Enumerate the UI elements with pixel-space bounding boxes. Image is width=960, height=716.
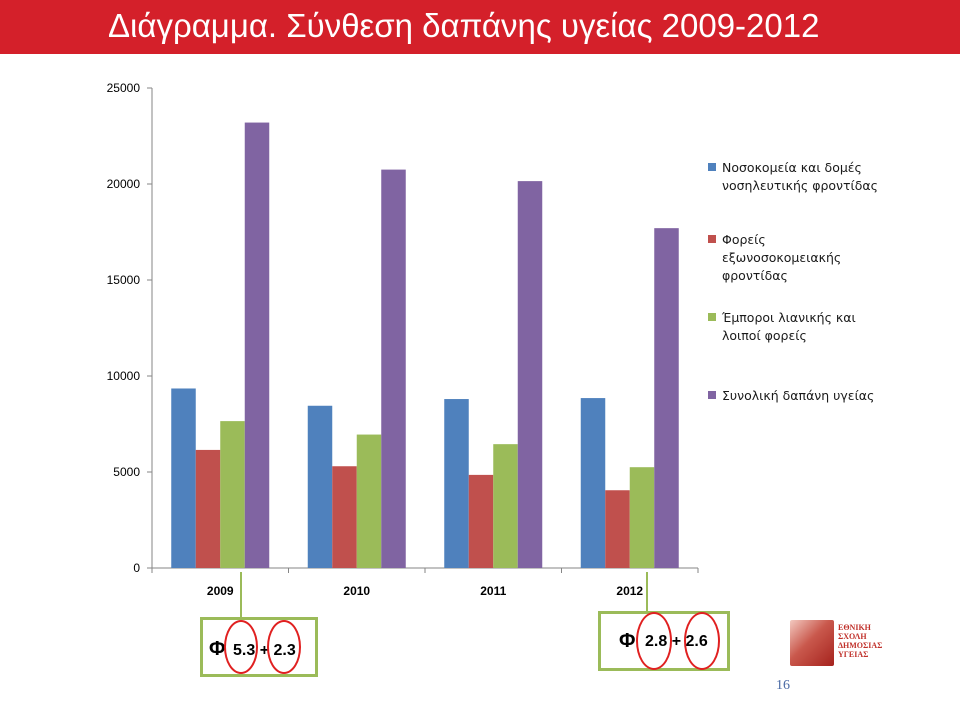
legend-label: λοιποί φορείς bbox=[722, 328, 807, 343]
legend-label: εξωνοσοκομειακής bbox=[722, 250, 841, 265]
bar-2012-series-2 bbox=[605, 490, 630, 568]
y-tick-label: 15000 bbox=[107, 273, 141, 287]
bar-2010-series-1 bbox=[307, 405, 333, 568]
legend-label: Συνολική δαπάνη υγείας bbox=[722, 388, 874, 403]
bar-2012-series-4 bbox=[654, 228, 679, 568]
left-annotation-symbol: Φ bbox=[209, 638, 226, 660]
right-annotation-symbol: Φ bbox=[619, 630, 636, 652]
bar-2009-series-2 bbox=[195, 449, 221, 568]
school-logo: ΕΘΝΙΚΗ ΣΧΟΛΗ ΔΗΜΟΣΙΑΣ ΥΓΕΙΑΣ bbox=[790, 620, 894, 666]
title-bar: Διάγραμμα. Σύνθεση δαπάνης υγείας 2009-2… bbox=[0, 0, 960, 54]
bar-2012-series-3 bbox=[629, 467, 655, 568]
slide-title: Διάγραμμα. Σύνθεση δαπάνης υγείας 2009-2… bbox=[108, 7, 820, 44]
bar-2011-series-4 bbox=[517, 181, 543, 568]
legend-label: Νοσοκομεία και δομές bbox=[722, 160, 862, 175]
page-number: 16 bbox=[776, 678, 790, 693]
x-category-label: 2011 bbox=[480, 584, 506, 598]
y-tick-label: 5000 bbox=[113, 465, 140, 479]
legend-label: νοσηλευτικής φροντίδας bbox=[722, 178, 878, 193]
legend-swatch bbox=[708, 391, 716, 399]
logo-line-3: ΔΗΜΟΣΙΑΣ bbox=[838, 641, 883, 650]
logo-line-2: ΣΧΟΛΗ bbox=[838, 632, 867, 641]
legend-swatch bbox=[708, 235, 716, 243]
legend-swatch bbox=[708, 313, 716, 321]
bar-2009-series-3 bbox=[220, 421, 245, 568]
bar-2010-series-4 bbox=[381, 169, 406, 568]
y-tick-label: 0 bbox=[133, 561, 140, 575]
chart-area: 0 5000 10000 15000 20000 25000 2009 2010 2011 201… bbox=[84, 72, 960, 620]
left-annotation-circle-2 bbox=[267, 620, 301, 674]
x-category-label: 2010 bbox=[343, 584, 370, 598]
y-tick-label: 10000 bbox=[107, 369, 141, 383]
bar-2010-series-2 bbox=[332, 466, 357, 568]
logo-portrait-icon bbox=[790, 620, 834, 666]
right-annotation-connector bbox=[646, 572, 648, 612]
bar-2011-series-2 bbox=[468, 474, 494, 568]
y-tick-label: 20000 bbox=[107, 177, 141, 191]
bar-2011-series-3 bbox=[493, 444, 518, 568]
right-annotation-circle-2 bbox=[684, 612, 720, 670]
bar-2012-series-1 bbox=[580, 398, 606, 568]
bar-chart: 0 5000 10000 15000 20000 25000 2009 2010 2011 201… bbox=[107, 81, 878, 598]
axes: 0 5000 10000 15000 20000 25000 2009 2010 2011 201… bbox=[107, 81, 699, 598]
legend-label: φροντίδας bbox=[722, 268, 788, 283]
y-tick-label: 25000 bbox=[107, 81, 141, 95]
left-annotation-circle-1 bbox=[224, 620, 258, 674]
legend-label: Έμποροι λιανικής και bbox=[721, 310, 856, 325]
left-annotation-connector bbox=[240, 572, 242, 618]
x-category-label: 2009 bbox=[207, 584, 234, 598]
legend-swatch bbox=[708, 163, 716, 171]
bar-2009-series-4 bbox=[244, 122, 270, 568]
bar-2011-series-1 bbox=[444, 399, 469, 568]
bar-2010-series-3 bbox=[356, 434, 382, 568]
right-annotation-circle-1 bbox=[636, 612, 672, 670]
x-category-label: 2012 bbox=[616, 584, 643, 598]
legend: Νοσοκομεία και δομές νοσηλευτικής φροντίδ… bbox=[708, 160, 878, 403]
bars bbox=[171, 122, 679, 568]
logo-line-1: ΕΘΝΙΚΗ bbox=[838, 623, 871, 632]
bar-2009-series-1 bbox=[171, 388, 196, 568]
logo-line-4: ΥΓΕΙΑΣ bbox=[838, 650, 869, 659]
legend-label: Φορείς bbox=[722, 232, 766, 247]
